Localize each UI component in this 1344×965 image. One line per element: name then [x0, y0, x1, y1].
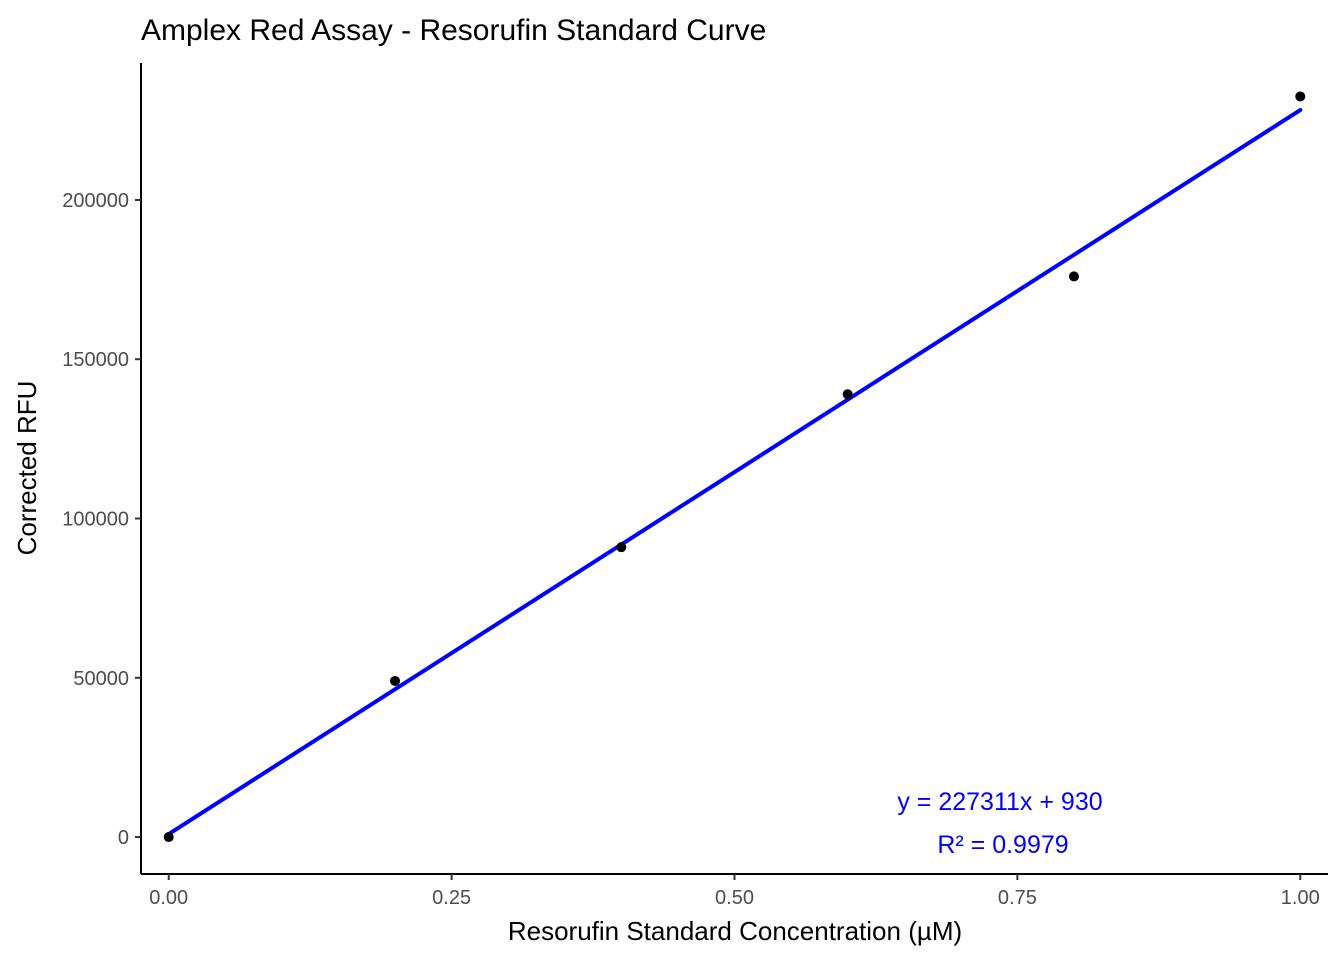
x-tick-label: 0.25 [432, 887, 471, 909]
r-squared-annotation: R² = 0.9979 [937, 831, 1068, 859]
x-axis-label: Resorufin Standard Concentration (µM) [508, 916, 962, 946]
x-tick-label: 0.00 [149, 887, 188, 909]
y-tick-label: 100000 [62, 509, 129, 531]
data-point [390, 675, 401, 686]
y-axis-label: Corrected RFU [12, 381, 42, 556]
x-tick-label: 0.75 [998, 887, 1037, 909]
data-points [163, 91, 1306, 843]
x-tick-label: 1.00 [1281, 887, 1320, 909]
data-point [1295, 91, 1306, 102]
y-tick-label: 200000 [62, 190, 129, 212]
data-point [616, 542, 627, 553]
fit-line-layer [166, 108, 1303, 837]
x-ticks: 0.00 0.25 0.50 0.75 1.00 [149, 874, 1320, 909]
y-tick-label: 0 [118, 827, 129, 849]
y-tick-label: 50000 [73, 668, 129, 690]
regression-line [166, 108, 1303, 837]
axes [140, 63, 1328, 875]
data-point [163, 832, 174, 843]
data-point [1068, 271, 1079, 282]
y-tick-label: 150000 [62, 349, 129, 371]
chart-title: Amplex Red Assay - Resorufin Standard Cu… [141, 14, 766, 47]
data-point [842, 389, 853, 400]
equation-annotation: y = 227311x + 930 [897, 788, 1102, 816]
x-tick-label: 0.50 [715, 887, 754, 909]
y-ticks: 0 50000 100000 150000 200000 [62, 190, 141, 849]
